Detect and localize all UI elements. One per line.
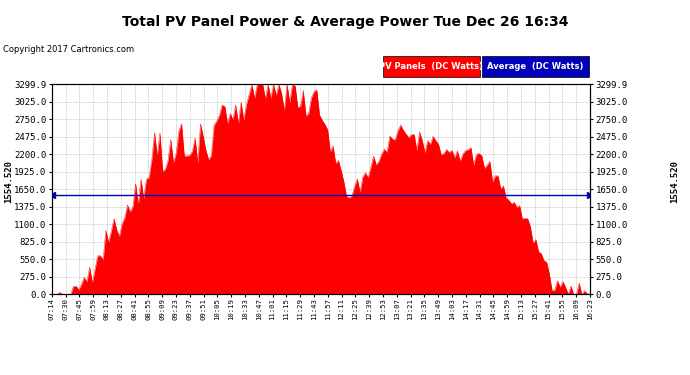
Text: PV Panels  (DC Watts): PV Panels (DC Watts) bbox=[380, 62, 483, 71]
Text: Total PV Panel Power & Average Power Tue Dec 26 16:34: Total PV Panel Power & Average Power Tue… bbox=[121, 15, 569, 29]
Text: Average  (DC Watts): Average (DC Watts) bbox=[487, 62, 583, 71]
Text: 1554.520: 1554.520 bbox=[3, 160, 13, 203]
Text: 1554.520: 1554.520 bbox=[670, 160, 680, 203]
Text: Copyright 2017 Cartronics.com: Copyright 2017 Cartronics.com bbox=[3, 45, 135, 54]
